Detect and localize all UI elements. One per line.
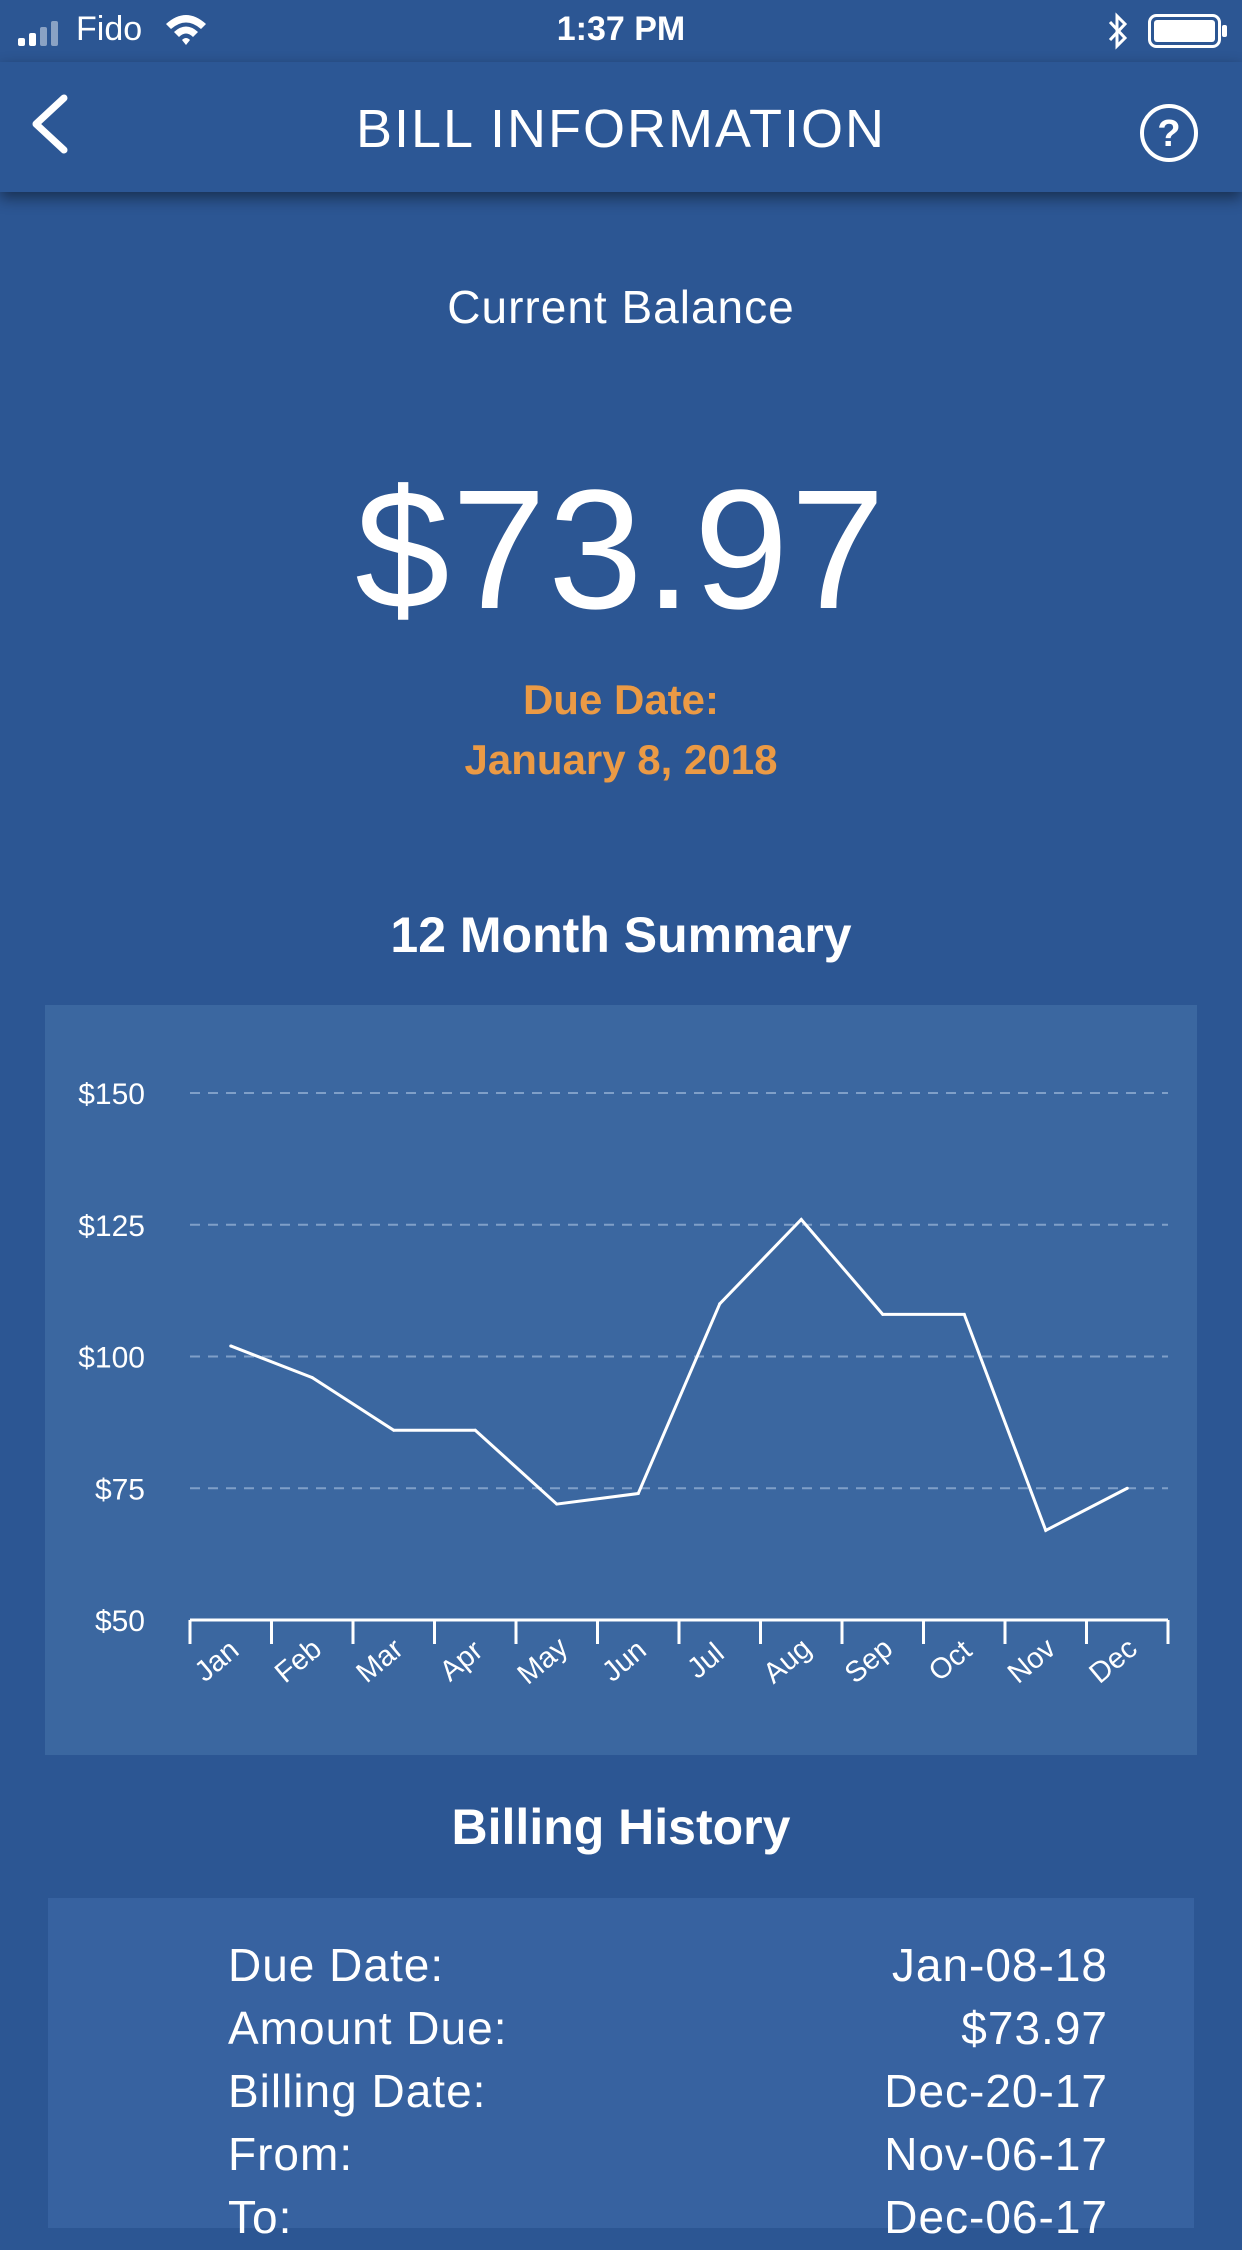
history-value: Dec-06-17 <box>884 2191 1108 2243</box>
history-value: Dec-20-17 <box>884 2065 1108 2117</box>
x-tick-label: Dec <box>1083 1632 1143 1690</box>
summary-chart-panel: $150 $125 $100 $75 $50 Jan Feb Mar Apr May Jun Jul A… <box>45 1005 1197 1755</box>
data-point <box>636 1492 640 1496</box>
y-tick-label: $100 <box>78 1342 145 1375</box>
billing-history-title: Billing History <box>451 1799 791 1855</box>
summary-line-chart: $150 $125 $100 $75 $50 Jan Feb Mar Apr May Jun Jul A… <box>78 1078 1170 1691</box>
y-tick-label: $125 <box>78 1210 145 1243</box>
history-row-due-date: Due Date: Jan-08-18 <box>228 1938 1108 1998</box>
history-value: Nov-06-17 <box>884 2128 1108 2180</box>
history-value: Jan-08-18 <box>891 1939 1108 1991</box>
page-title: BILL INFORMATION <box>355 99 887 159</box>
current-balance-label: Current Balance <box>447 281 795 333</box>
x-tick-label: Oct <box>923 1634 978 1688</box>
wifi-icon <box>166 15 206 45</box>
due-date-value: January 8, 2018 <box>464 736 778 783</box>
signal-icon <box>18 21 58 46</box>
history-label: Billing Date: <box>228 2065 487 2117</box>
data-point <box>392 1428 396 1432</box>
history-label: From: <box>228 2128 354 2180</box>
data-point <box>962 1312 966 1316</box>
history-label: Due Date: <box>228 1939 445 1991</box>
x-tick-label: Jun <box>596 1634 652 1689</box>
x-tick-label: Nov <box>1002 1632 1062 1690</box>
x-tick-label: Jul <box>681 1637 730 1685</box>
history-label: To: <box>228 2191 293 2243</box>
data-point <box>718 1302 722 1306</box>
history-row-from: From: Nov-06-17 <box>228 2127 1108 2187</box>
data-point <box>1044 1528 1048 1532</box>
data-point <box>881 1312 885 1316</box>
x-tick-label: Sep <box>839 1632 899 1690</box>
carrier-name: Fido <box>76 10 143 48</box>
y-tick-label: $150 <box>78 1078 145 1111</box>
data-point <box>473 1428 477 1432</box>
data-point <box>555 1502 559 1506</box>
x-tick-label: Jan <box>189 1634 245 1689</box>
help-circle-icon[interactable]: ? <box>1138 102 1200 164</box>
summary-title: 12 Month Summary <box>390 907 852 963</box>
x-tick-label: Feb <box>269 1633 328 1690</box>
chevron-left-icon[interactable] <box>26 92 76 156</box>
billing-history-panel: Due Date: Jan-08-18 Amount Due: $73.97 B… <box>48 1898 1194 2243</box>
data-point <box>799 1217 803 1221</box>
due-date-label: Due Date: <box>522 676 720 723</box>
bluetooth-icon <box>1108 12 1128 50</box>
history-row-amount-due: Amount Due: $73.97 <box>228 2001 1108 2061</box>
history-label: Amount Due: <box>228 2002 508 2054</box>
history-value: $73.97 <box>961 2002 1108 2054</box>
y-tick-label: $50 <box>95 1605 145 1638</box>
status-time: 1:37 PM <box>556 10 686 48</box>
history-row-billing-date: Billing Date: Dec-20-17 <box>228 2064 1108 2124</box>
x-tick-label: Apr <box>434 1634 489 1688</box>
x-tick-label: Mar <box>351 1633 410 1690</box>
battery-icon <box>1148 14 1227 48</box>
x-tick-label: Aug <box>757 1632 817 1690</box>
data-point <box>229 1344 233 1348</box>
svg-text:?: ? <box>1157 113 1180 155</box>
history-row-to: To: Dec-06-17 <box>228 2190 1108 2250</box>
current-balance-amount: $73.97 <box>355 455 887 645</box>
nav-bar: BILL INFORMATION ? <box>0 62 1242 192</box>
status-bar: Fido 1:37 PM <box>0 0 1242 62</box>
data-point <box>310 1376 314 1380</box>
y-tick-label: $75 <box>95 1473 145 1506</box>
x-tick-label: May <box>512 1631 575 1691</box>
data-point <box>1125 1486 1129 1490</box>
series-line <box>230 1217 1128 1533</box>
